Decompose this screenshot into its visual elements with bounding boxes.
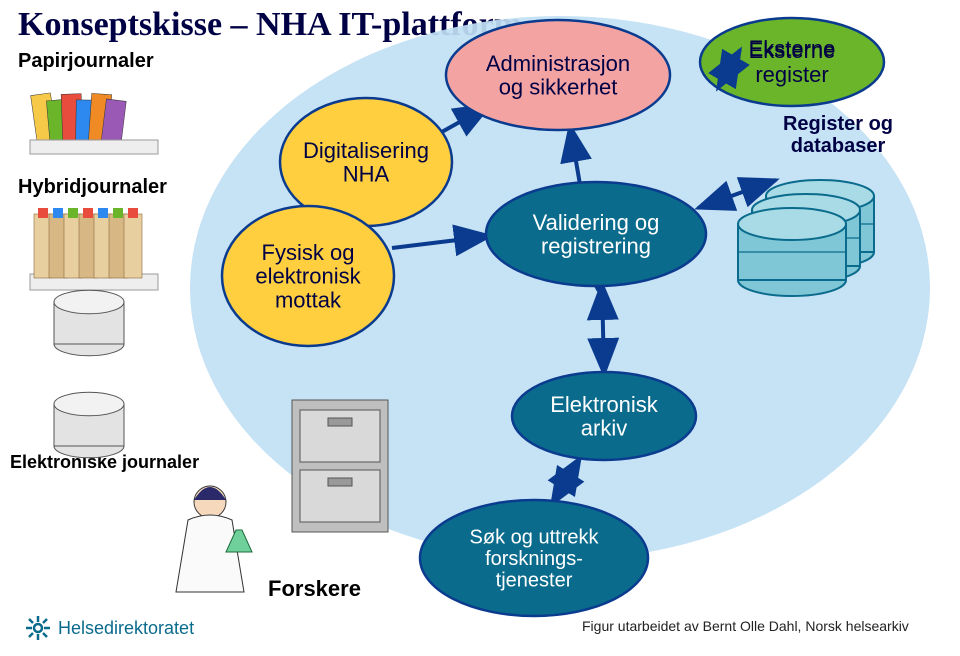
svg-text:elektronisk: elektronisk bbox=[255, 264, 361, 289]
cylinder-icon-2 bbox=[54, 392, 124, 458]
node-administrasjon: Administrasjonog sikkerhet bbox=[446, 20, 670, 130]
filing-cabinet-icon bbox=[292, 400, 388, 532]
scientist-icon bbox=[176, 486, 252, 592]
node-elektronisk-arkiv: Elektroniskarkiv bbox=[512, 372, 696, 460]
svg-text:Søk og uttrekk: Søk og uttrekk bbox=[470, 526, 600, 548]
svg-text:og sikkerhet: og sikkerhet bbox=[499, 75, 618, 100]
svg-text:registrering: registrering bbox=[541, 234, 651, 259]
node-validering: Validering ogregistrering bbox=[486, 182, 706, 286]
svg-text:arkiv: arkiv bbox=[581, 416, 627, 441]
svg-text:register: register bbox=[755, 62, 828, 87]
svg-text:Elektronisk: Elektronisk bbox=[550, 392, 659, 417]
cylinder-icon-1 bbox=[54, 290, 124, 356]
svg-text:databaser: databaser bbox=[791, 135, 886, 157]
logo-text: Helsedirektoratet bbox=[58, 618, 194, 639]
svg-text:forsknings-: forsknings- bbox=[485, 548, 583, 570]
label-register-og-databaser: Register ogdatabaser bbox=[783, 113, 893, 157]
arrow-6 bbox=[602, 284, 604, 374]
node-eksterne-register: Eksterneregister bbox=[700, 18, 884, 106]
node-mottak: Fysisk ogelektroniskmottak bbox=[222, 206, 394, 346]
logo-icon bbox=[24, 614, 52, 642]
node-sok-uttrekk: Søk og uttrekkforsknings-tjenester bbox=[420, 500, 648, 616]
svg-text:tjenester: tjenester bbox=[496, 570, 573, 592]
svg-text:mottak: mottak bbox=[275, 287, 342, 312]
svg-text:Digitalisering: Digitalisering bbox=[303, 138, 429, 163]
svg-text:Administrasjon: Administrasjon bbox=[486, 51, 630, 76]
folders-icon bbox=[30, 208, 158, 290]
svg-text:Fysisk og: Fysisk og bbox=[262, 240, 355, 265]
diagram-canvas: EksterneregisterEksterne Register ogdatab… bbox=[0, 0, 960, 640]
svg-text:Register og: Register og bbox=[783, 113, 893, 135]
svg-text:Eksterne: Eksterne bbox=[749, 36, 836, 61]
svg-text:Validering og: Validering og bbox=[533, 210, 660, 235]
svg-text:NHA: NHA bbox=[343, 162, 390, 187]
papers-icon bbox=[30, 93, 158, 154]
logo-helsedirektoratet: Helsedirektoratet bbox=[24, 614, 194, 642]
